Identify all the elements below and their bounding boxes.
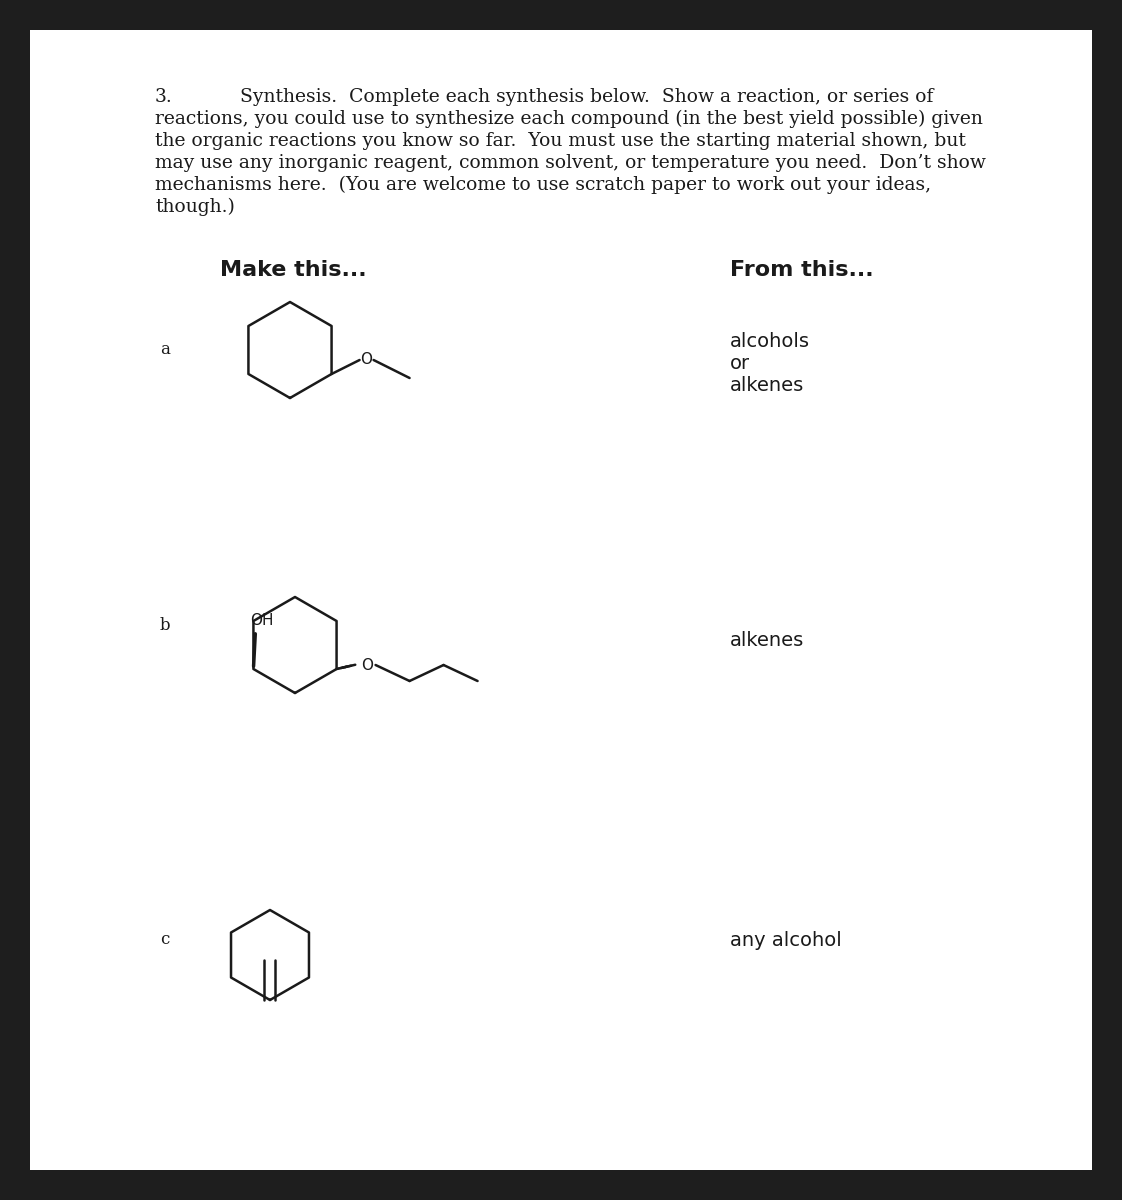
Text: b: b	[160, 617, 171, 634]
Text: alcohols: alcohols	[730, 332, 810, 350]
Text: a: a	[160, 342, 169, 359]
Text: any alcohol: any alcohol	[730, 930, 842, 949]
Text: OH: OH	[250, 613, 274, 628]
Text: O: O	[361, 658, 374, 672]
Text: though.): though.)	[155, 198, 234, 216]
Text: c: c	[160, 931, 169, 948]
Text: O: O	[360, 353, 373, 367]
Text: the organic reactions you know so far.  You must use the starting material shown: the organic reactions you know so far. Y…	[155, 132, 966, 150]
Text: mechanisms here.  (You are welcome to use scratch paper to work out your ideas,: mechanisms here. (You are welcome to use…	[155, 176, 931, 194]
Text: 3.: 3.	[155, 88, 173, 106]
Text: Make this...: Make this...	[220, 260, 367, 280]
Text: may use any inorganic reagent, common solvent, or temperature you need.  Don’t s: may use any inorganic reagent, common so…	[155, 154, 986, 172]
Text: or: or	[730, 354, 751, 373]
Text: Synthesis.  Complete each synthesis below.  Show a reaction, or series of: Synthesis. Complete each synthesis below…	[240, 88, 934, 106]
Text: alkenes: alkenes	[730, 376, 804, 395]
Text: From this...: From this...	[730, 260, 874, 280]
Text: alkenes: alkenes	[730, 630, 804, 649]
Text: reactions, you could use to synthesize each compound (in the best yield possible: reactions, you could use to synthesize e…	[155, 110, 983, 128]
